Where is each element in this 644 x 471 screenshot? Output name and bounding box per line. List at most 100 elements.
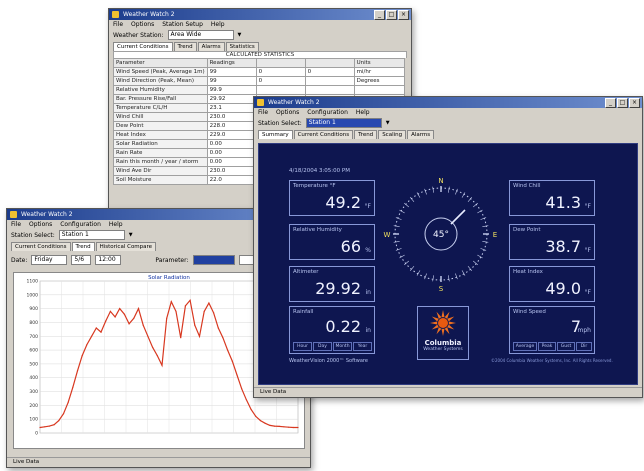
wind-average-button[interactable]: Average: [513, 342, 537, 351]
data-point: [105, 320, 107, 322]
maximize-button[interactable]: □: [617, 98, 628, 108]
compass-tick: [393, 225, 400, 228]
station-label: Station Select:: [258, 119, 302, 127]
status-bar: Live Data: [254, 387, 642, 397]
data-point: [58, 420, 60, 422]
dew-point-card: Dew Point 38.7 °F: [509, 224, 595, 260]
table-row[interactable]: Relative Humidity 99.9: [113, 85, 406, 95]
station-select[interactable]: Station 1: [58, 230, 125, 240]
tab-current-conditions[interactable]: Current Conditions: [11, 242, 71, 251]
menu-station-setup[interactable]: Station Setup: [162, 21, 203, 28]
statistics-window-title: Weather Watch 2: [123, 11, 175, 18]
tab-statistics[interactable]: Statistics: [225, 42, 259, 51]
card-value: 49.2: [325, 193, 361, 212]
menu-file[interactable]: File: [258, 109, 269, 116]
sun-ray: [444, 327, 450, 335]
sun-logo-icon: [430, 310, 456, 336]
card-unit: °F: [364, 203, 371, 210]
data-point: [217, 327, 219, 329]
menu-help[interactable]: Help: [210, 21, 225, 28]
column-header[interactable]: Readings: [206, 58, 257, 68]
menu-configuration[interactable]: Configuration: [60, 221, 101, 228]
rain-year-button[interactable]: Year: [353, 342, 372, 351]
tab-current-conditions[interactable]: Current Conditions: [293, 130, 354, 139]
wind-dir-button[interactable]: Dir: [576, 342, 592, 351]
tab-historical-compare[interactable]: Historical Compare: [95, 242, 157, 251]
tab-trend[interactable]: Trend: [173, 42, 197, 51]
date-field[interactable]: 5/6: [71, 255, 92, 265]
table-row[interactable]: Wind Speed (Peak, Average 1m) 99 0 0 mi/hr: [113, 67, 406, 77]
chevron-down-icon[interactable]: ▼: [128, 232, 133, 238]
rain-hour-button[interactable]: Hour: [293, 342, 312, 351]
tab-alarms[interactable]: Alarms: [407, 130, 435, 139]
wind-peak-button[interactable]: Peak: [538, 342, 556, 351]
table-cell: Wind Ave Dir: [113, 166, 208, 176]
column-header[interactable]: [255, 58, 306, 68]
menu-options[interactable]: Options: [276, 109, 300, 116]
trend-tabs: Current Conditions Trend Historical Comp…: [7, 241, 310, 251]
table-cell: Bar. Pressure Rise/Fall: [113, 94, 208, 104]
statistics-menubar: File Options Station Setup Help: [109, 20, 411, 29]
close-button[interactable]: ×: [398, 10, 409, 20]
table-cell: 99: [206, 76, 257, 86]
station-select[interactable]: Area Wide: [167, 30, 234, 40]
y-tick-label: 200: [29, 403, 38, 409]
compass-tick: [467, 197, 473, 203]
tab-current-conditions[interactable]: Current Conditions: [113, 42, 173, 51]
close-button[interactable]: ×: [629, 98, 640, 108]
data-point: [67, 402, 69, 404]
data-point: [273, 425, 276, 427]
table-row[interactable]: Wind Direction (Peak, Mean) 99 0 Degrees: [113, 76, 406, 86]
compass-tick: [472, 260, 478, 266]
menu-file[interactable]: File: [113, 21, 124, 28]
sun-ray: [431, 324, 439, 330]
wind-gust-button[interactable]: Gust: [557, 342, 575, 351]
rainfall-card: Rainfall 0.22 in Hour Day Month Year: [289, 306, 375, 354]
menu-file[interactable]: File: [11, 221, 22, 228]
table-cell: 229.0: [206, 130, 257, 140]
column-header[interactable]: Units: [353, 58, 406, 68]
time-field[interactable]: 12:00: [95, 255, 122, 265]
menu-options[interactable]: Options: [131, 21, 155, 28]
column-header[interactable]: [304, 58, 355, 68]
maximize-button[interactable]: □: [386, 10, 397, 20]
date-day-field[interactable]: Friday: [31, 255, 68, 265]
y-tick-label: 0: [35, 431, 38, 437]
dashboard-window-titlebar[interactable]: Weather Watch 2 _ □ ×: [254, 97, 642, 108]
sun-ray: [444, 311, 450, 319]
chevron-down-icon[interactable]: ▼: [385, 120, 390, 126]
chevron-down-icon[interactable]: ▼: [237, 32, 242, 38]
tab-scaling[interactable]: Scaling: [378, 130, 407, 139]
menu-options[interactable]: Options: [29, 221, 53, 228]
card-label: Rainfall: [293, 309, 314, 315]
tab-summary[interactable]: Summary: [258, 130, 293, 139]
tab-trend[interactable]: Trend: [71, 242, 95, 251]
data-point: [236, 374, 238, 376]
table-cell: 0: [304, 67, 355, 77]
compass-ring: [394, 187, 488, 281]
sun-ray: [436, 327, 442, 335]
column-header[interactable]: Parameter: [113, 58, 208, 68]
data-point: [222, 337, 224, 339]
data-point: [137, 308, 140, 310]
minimize-button[interactable]: _: [374, 10, 385, 20]
footer-copyright: ©2004 Columbia Weather Systems, Inc. All…: [491, 358, 613, 363]
table-cell: 0: [255, 76, 306, 86]
minimize-button[interactable]: _: [605, 98, 616, 108]
sun-ray: [436, 311, 442, 319]
table-cell: Solar Radiation: [113, 139, 208, 149]
statistics-window-titlebar[interactable]: Weather Watch 2 _ □ ×: [109, 9, 411, 20]
station-select[interactable]: Station 1: [305, 118, 382, 128]
rain-month-button[interactable]: Month: [333, 342, 352, 351]
menu-help[interactable]: Help: [355, 109, 370, 116]
menu-help[interactable]: Help: [108, 221, 123, 228]
tab-alarms[interactable]: Alarms: [197, 42, 225, 51]
menu-configuration[interactable]: Configuration: [307, 109, 348, 116]
parameter-select[interactable]: [192, 255, 235, 265]
tab-trend[interactable]: Trend: [354, 130, 378, 139]
rain-day-button[interactable]: Day: [313, 342, 332, 351]
dashboard-window-title: Weather Watch 2: [268, 99, 320, 106]
trend-window-title: Weather Watch 2: [21, 211, 73, 218]
card-label: Wind Speed: [513, 309, 546, 315]
table-cell: 230.0: [206, 166, 257, 176]
